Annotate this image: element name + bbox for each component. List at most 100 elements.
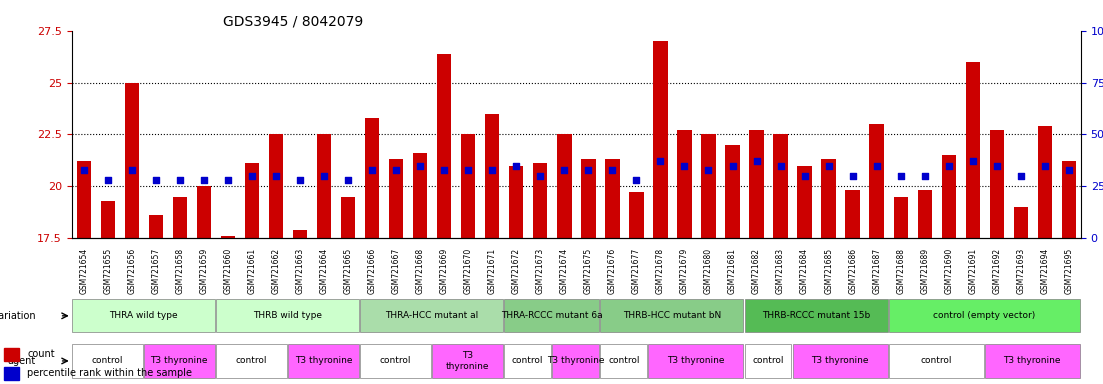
Point — [532, 173, 549, 179]
Point — [171, 177, 189, 183]
FancyBboxPatch shape — [600, 344, 647, 378]
FancyBboxPatch shape — [600, 300, 743, 332]
Bar — [653, 41, 667, 238]
Point — [556, 167, 574, 173]
Bar — [173, 197, 188, 238]
FancyBboxPatch shape — [72, 300, 215, 332]
Point — [1013, 173, 1030, 179]
Point — [436, 167, 453, 173]
FancyBboxPatch shape — [889, 300, 1080, 332]
FancyBboxPatch shape — [985, 344, 1080, 378]
Point — [772, 162, 790, 169]
Text: count: count — [26, 349, 55, 359]
FancyBboxPatch shape — [553, 344, 599, 378]
Point — [195, 177, 213, 183]
Bar — [918, 190, 932, 238]
Bar — [606, 159, 620, 238]
Point — [411, 162, 429, 169]
Text: T3 thyronine: T3 thyronine — [547, 356, 604, 366]
FancyBboxPatch shape — [745, 344, 791, 378]
Point — [147, 177, 164, 183]
Point — [844, 173, 861, 179]
Point — [363, 167, 381, 173]
Text: control: control — [236, 356, 267, 366]
Bar — [773, 134, 788, 238]
Point — [1060, 167, 1078, 173]
Point — [628, 177, 645, 183]
Bar — [822, 159, 836, 238]
Point — [99, 177, 117, 183]
Text: percentile rank within the sample: percentile rank within the sample — [26, 368, 192, 379]
Bar — [557, 134, 571, 238]
Bar — [292, 230, 307, 238]
Point — [892, 173, 910, 179]
Text: control: control — [512, 356, 544, 366]
Point — [964, 158, 982, 164]
Text: THRA-RCCC mutant 6a: THRA-RCCC mutant 6a — [501, 311, 602, 320]
Text: THRA wild type: THRA wild type — [109, 311, 178, 320]
Bar — [1062, 161, 1077, 238]
FancyBboxPatch shape — [360, 300, 503, 332]
Bar — [893, 197, 908, 238]
Bar — [221, 236, 235, 238]
Bar — [389, 159, 404, 238]
Point — [579, 167, 597, 173]
Bar — [269, 134, 283, 238]
FancyBboxPatch shape — [649, 344, 743, 378]
Bar — [365, 118, 379, 238]
Bar — [3, 367, 19, 380]
Text: control: control — [379, 356, 411, 366]
Bar — [533, 164, 547, 238]
FancyBboxPatch shape — [793, 344, 888, 378]
Point — [676, 162, 694, 169]
Bar — [341, 197, 355, 238]
Point — [267, 173, 285, 179]
FancyBboxPatch shape — [288, 344, 358, 378]
Point — [699, 167, 717, 173]
Bar — [76, 161, 90, 238]
Text: THRA-HCC mutant al: THRA-HCC mutant al — [385, 311, 479, 320]
Point — [795, 173, 813, 179]
Text: control: control — [752, 356, 784, 366]
Bar — [508, 166, 524, 238]
Text: control: control — [92, 356, 122, 366]
Bar — [965, 62, 981, 238]
Bar — [726, 145, 740, 238]
FancyBboxPatch shape — [889, 344, 984, 378]
Text: THRB-RCCC mutant 15b: THRB-RCCC mutant 15b — [762, 311, 870, 320]
Point — [243, 173, 260, 179]
Text: genotype/variation: genotype/variation — [0, 311, 35, 321]
Point — [652, 158, 670, 164]
FancyBboxPatch shape — [72, 344, 142, 378]
Point — [122, 167, 140, 173]
Bar — [196, 186, 211, 238]
Text: T3 thyronine: T3 thyronine — [295, 356, 352, 366]
Bar — [797, 166, 812, 238]
Point — [507, 162, 525, 169]
Bar — [1038, 126, 1052, 238]
Bar — [461, 134, 475, 238]
Point — [483, 167, 501, 173]
Text: T3 thyronine: T3 thyronine — [667, 356, 725, 366]
Bar — [749, 130, 763, 238]
Text: T3 thyronine: T3 thyronine — [812, 356, 869, 366]
FancyBboxPatch shape — [360, 344, 431, 378]
Bar — [485, 114, 500, 238]
Bar — [629, 192, 644, 238]
FancyBboxPatch shape — [143, 344, 215, 378]
Text: control: control — [920, 356, 952, 366]
Bar — [437, 53, 451, 238]
Point — [75, 167, 93, 173]
Point — [459, 167, 476, 173]
Point — [868, 162, 886, 169]
Bar — [845, 190, 860, 238]
Point — [724, 162, 741, 169]
FancyBboxPatch shape — [504, 344, 552, 378]
Bar — [1014, 207, 1028, 238]
Point — [748, 158, 765, 164]
Point — [988, 162, 1006, 169]
Point — [315, 173, 333, 179]
Point — [219, 177, 237, 183]
Point — [387, 167, 405, 173]
Bar — [317, 134, 331, 238]
